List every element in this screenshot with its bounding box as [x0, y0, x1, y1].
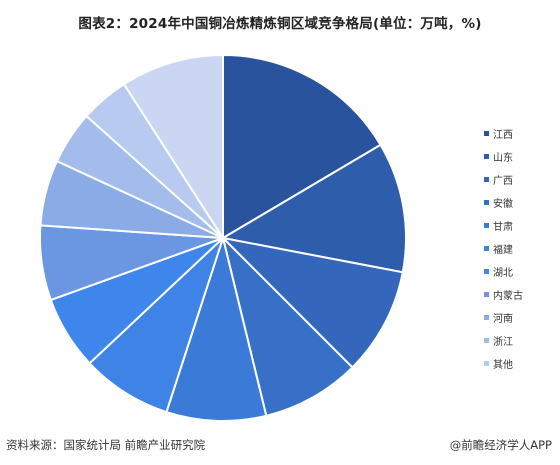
pie-slices	[39, 53, 407, 422]
legend-item-4: 甘肃	[484, 214, 523, 237]
legend-label: 福建	[493, 245, 513, 256]
legend-swatch	[484, 269, 489, 274]
legend-label: 内蒙古	[493, 291, 523, 302]
pie-slice-0	[222, 53, 382, 240]
legend-item-9: 浙江	[484, 329, 523, 352]
pie-slice-2	[219, 236, 404, 369]
legend-swatch	[484, 246, 489, 251]
legend-label: 广西	[493, 176, 513, 187]
legend-swatch	[484, 292, 489, 297]
legend-label: 安徽	[493, 199, 513, 210]
legend-swatch	[484, 361, 489, 366]
legend-swatch	[484, 315, 489, 320]
legend-label: 浙江	[493, 337, 513, 348]
legend-item-3: 安徽	[484, 191, 523, 214]
legend-label: 其他	[493, 360, 513, 371]
legend-item-8: 河南	[484, 306, 523, 329]
legend-swatch	[484, 177, 489, 182]
pie-slice-4	[165, 234, 268, 422]
legend: 江西山东广西安徽甘肃福建湖北内蒙古河南浙江其他	[484, 122, 523, 375]
chart-title: 图表2：2024年中国铜冶炼精炼铜区域竞争格局(单位：万吨，%)	[78, 16, 482, 32]
pie-slice-11	[122, 53, 224, 242]
pie-slice-3	[221, 234, 354, 418]
legend-label: 甘肃	[493, 222, 513, 233]
source-note: 资料来源：国家统计局 前瞻产业研究院	[6, 438, 206, 452]
legend-item-0: 江西	[484, 122, 523, 145]
legend-swatch	[484, 200, 489, 205]
legend-swatch	[484, 338, 489, 343]
legend-label: 江西	[493, 130, 513, 141]
legend-label: 湖北	[493, 268, 513, 279]
legend-label: 河南	[493, 314, 513, 325]
legend-label: 山东	[493, 153, 513, 164]
legend-swatch	[484, 154, 489, 159]
legend-swatch	[484, 223, 489, 228]
legend-item-2: 广西	[484, 168, 523, 191]
legend-item-7: 内蒙古	[484, 283, 523, 306]
legend-swatch	[484, 131, 489, 136]
legend-item-5: 福建	[484, 237, 523, 260]
legend-item-6: 湖北	[484, 260, 523, 283]
pie-slice-5	[88, 237, 224, 414]
brand-credit: @前瞻经济学人APP	[449, 438, 552, 452]
legend-item-10: 其他	[484, 352, 523, 375]
legend-item-1: 山东	[484, 145, 523, 168]
pie-slice-1	[220, 143, 407, 274]
